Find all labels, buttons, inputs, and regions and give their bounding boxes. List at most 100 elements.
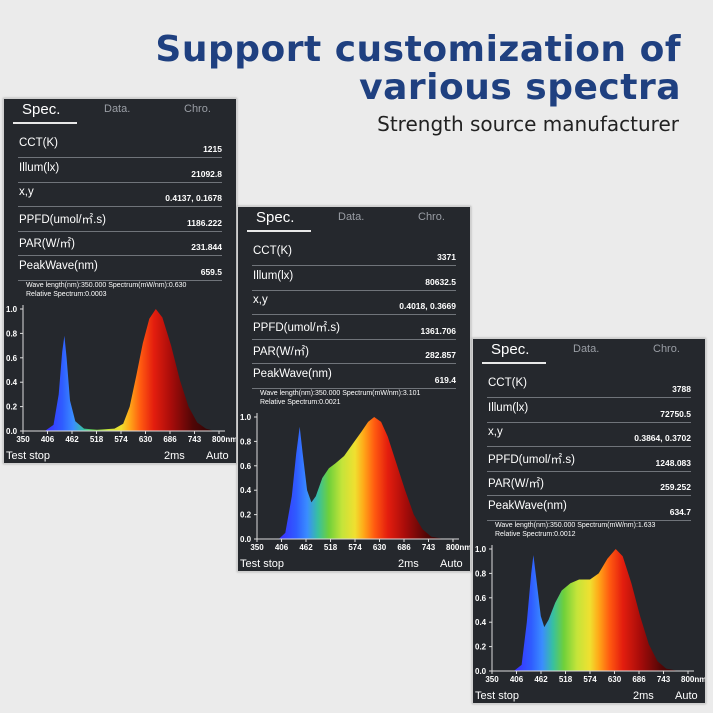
active-tab-underline [482, 362, 546, 364]
mode-auto[interactable]: Auto [440, 558, 463, 570]
measurement-value: 1215 [203, 144, 222, 154]
x-tick-label: 462 [299, 543, 313, 552]
measurement-label: PAR(W/㎡) [488, 478, 545, 491]
tab-chro[interactable]: Chro. [418, 211, 445, 223]
spectrum-area [23, 309, 215, 431]
measurement-value: 3788 [672, 384, 691, 394]
spectrometer-screen-1: Spec. Data. Chro. CCT(K) 1215 Illum(lx) 21092.… [3, 98, 237, 464]
measurement-row: CCT(K) 3371 [252, 243, 456, 266]
measurement-row: PAR(W/㎡) 282.857 [252, 341, 456, 365]
active-tab-underline [247, 230, 311, 232]
tab-data[interactable]: Data. [573, 343, 600, 355]
measurement-label: PAR(W/㎡) [19, 238, 76, 251]
tab-data[interactable]: Data. [338, 211, 365, 223]
y-tick-label: 0.2 [6, 403, 18, 412]
x-tick-label: 518 [324, 543, 338, 552]
y-tick-label: 0.0 [6, 427, 18, 436]
x-tick-label: 350 [16, 435, 30, 444]
y-tick-label: 0.6 [6, 354, 18, 363]
x-tick-label: 462 [65, 435, 79, 444]
tab-chro[interactable]: Chro. [184, 103, 211, 115]
measurement-label: CCT(K) [19, 137, 58, 149]
measurement-label: CCT(K) [253, 245, 292, 257]
x-tick-label: 800nm [681, 675, 705, 684]
active-tab-underline [13, 122, 77, 124]
measurement-row: PPFD(umol/㎡.s) 1186.222 [18, 209, 222, 232]
measurement-value: 72750.5 [660, 408, 691, 419]
measurement-value: 80632.5 [425, 276, 456, 287]
spectrum-chart: 0.0 0.2 0.4 0.6 0.8 1.0 350 406 462 518 574 630 686 7… [240, 413, 470, 552]
measurement-label: Illum(lx) [19, 161, 60, 174]
x-tick-label: 686 [632, 675, 646, 684]
tab-spec[interactable]: Spec. [491, 341, 530, 358]
measurement-label: x,y [488, 426, 503, 439]
x-tick-label: 743 [188, 435, 202, 444]
tab-spec[interactable]: Spec. [256, 209, 295, 226]
measurement-label: PPFD(umol/㎡.s) [253, 321, 340, 334]
y-tick-label: 0.2 [475, 643, 487, 652]
x-tick-label: 630 [608, 675, 622, 684]
mode-auto[interactable]: Auto [206, 450, 229, 462]
spectrum-chart: 0.0 0.2 0.4 0.6 0.8 1.0 350 406 462 518 574 630 686 7… [475, 545, 705, 684]
measurement-label: Illum(lx) [253, 269, 294, 282]
subtitle: Strength source manufacturer [377, 112, 679, 136]
x-tick-label: 800nm [212, 435, 236, 444]
x-tick-label: 406 [275, 543, 289, 552]
measurement-row: PeakWave(nm) 634.7 [487, 498, 691, 521]
measurement-row: Illum(lx) 80632.5 [252, 268, 456, 291]
measurement-label: PeakWave(nm) [19, 260, 98, 272]
x-tick-label: 518 [559, 675, 573, 684]
x-tick-label: 743 [657, 675, 671, 684]
y-tick-label: 0.0 [475, 667, 487, 676]
measurement-value: 659.5 [200, 267, 222, 277]
measurement-row: CCT(K) 1215 [18, 135, 222, 158]
measurement-value: 0.4018, 0.3669 [399, 301, 456, 312]
y-tick-label: 0.8 [240, 437, 252, 446]
y-tick-label: 0.4 [475, 618, 487, 627]
x-tick-label: 686 [397, 543, 411, 552]
measurement-label: x,y [253, 294, 268, 307]
exposure-time[interactable]: 2ms [633, 690, 654, 702]
exposure-time[interactable]: 2ms [398, 558, 419, 570]
measurement-row: PPFD(umol/㎡.s) 1361.706 [252, 317, 456, 340]
x-tick-label: 630 [373, 543, 387, 552]
measurement-row: PeakWave(nm) 659.5 [18, 258, 222, 281]
measurement-row: PeakWave(nm) 619.4 [252, 366, 456, 389]
tab-chro[interactable]: Chro. [653, 343, 680, 355]
measurement-row: PAR(W/㎡) 259.252 [487, 473, 691, 497]
x-tick-label: 406 [41, 435, 55, 444]
cursor-readout: Wave length(nm):350.000 Spectrum(mW/nm):… [495, 522, 656, 529]
x-tick-label: 686 [163, 435, 177, 444]
y-tick-label: 0.4 [240, 486, 252, 495]
tab-data[interactable]: Data. [104, 103, 131, 115]
y-tick-label: 0.0 [240, 535, 252, 544]
spectrum-chart: 0.0 0.2 0.4 0.6 0.8 1.0 350 406 462 518 574 630 686 7… [6, 305, 236, 444]
exposure-time[interactable]: 2ms [164, 450, 185, 462]
measurement-row: x,y 0.3864, 0.3702 [487, 424, 691, 448]
measurement-value: 1186.222 [187, 217, 222, 228]
mode-auto[interactable]: Auto [675, 690, 698, 702]
measurement-label: PeakWave(nm) [253, 368, 332, 380]
measurement-row: PPFD(umol/㎡.s) 1248.083 [487, 449, 691, 472]
x-tick-label: 574 [114, 435, 128, 444]
x-tick-label: 630 [139, 435, 153, 444]
tab-spec[interactable]: Spec. [22, 101, 61, 118]
measurement-label: Illum(lx) [488, 401, 529, 414]
cursor-readout: Wave length(nm):350.000 Spectrum(mW/nm):… [260, 390, 421, 397]
measurement-row: x,y 0.4018, 0.3669 [252, 292, 456, 316]
status-text: Test stop [6, 450, 51, 462]
measurement-row: x,y 0.4137, 0.1678 [18, 184, 222, 208]
measurement-row: Illum(lx) 72750.5 [487, 400, 691, 423]
y-tick-label: 1.0 [475, 545, 487, 554]
x-tick-label: 574 [583, 675, 597, 684]
measurement-value: 3371 [437, 252, 456, 262]
x-tick-label: 350 [250, 543, 264, 552]
y-tick-label: 0.4 [6, 378, 18, 387]
measurement-label: x,y [19, 186, 34, 199]
measurement-value: 619.4 [434, 375, 456, 385]
spectrum-area [513, 549, 680, 671]
y-tick-label: 0.8 [475, 569, 487, 578]
measurement-value: 1248.083 [655, 457, 691, 468]
y-tick-label: 0.6 [240, 462, 252, 471]
x-tick-label: 574 [348, 543, 362, 552]
